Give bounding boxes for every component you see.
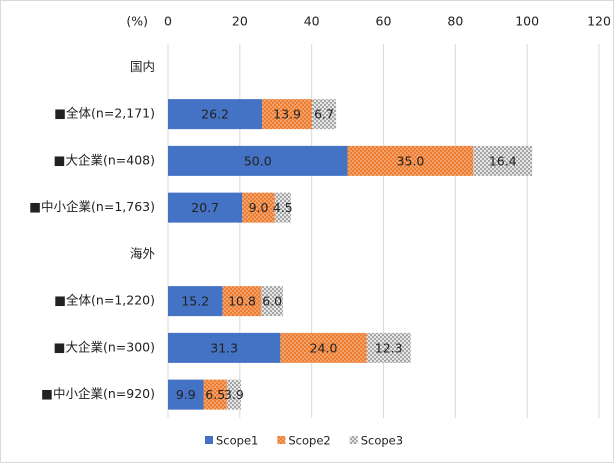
data-label: 6.0 [262,294,282,309]
legend-swatch [205,436,213,444]
bar-segment [168,192,243,223]
bar-segment [226,379,241,410]
x-tick-label: 100 [515,14,539,29]
data-label: 26.2 [201,107,229,122]
x-tick-label: 120 [587,14,611,29]
bar-segment [366,332,411,363]
legend-label: Scope1 [216,434,258,448]
data-label: 12.3 [375,340,403,355]
data-label: 13.9 [273,107,301,122]
axis-unit-label: (%) [126,14,148,29]
bar-segment [168,286,223,317]
bar-segment [242,192,275,223]
x-tick-label: 0 [164,14,172,29]
data-label: 6.5 [205,387,225,402]
legend-swatch [277,436,286,444]
x-tick-label: 80 [447,14,463,29]
x-tick-label: 60 [376,14,392,29]
bar-segment [347,145,474,176]
x-tick-label: 20 [232,14,248,29]
legend-label: Scope2 [288,434,330,448]
category-label: ■全体(n=2,171) [54,106,155,121]
data-label: 3.9 [224,387,244,402]
legend-label: Scope3 [361,434,403,448]
data-label: 15.2 [181,294,209,309]
bar-segment [261,286,283,317]
data-label: 31.3 [210,340,238,355]
legend-swatch [349,436,358,444]
category-label: ■大企業(n=300) [54,339,155,354]
category-label: ■中小企業(n=1,763) [29,199,155,214]
data-label: 20.7 [191,200,219,215]
data-label: 9.0 [249,200,269,215]
category-label: ■大企業(n=408) [54,152,155,167]
bar-segment [203,379,227,410]
category-label: 海外 [130,246,156,261]
bar-segment [168,379,204,410]
data-label: 24.0 [310,340,338,355]
bar-segment [274,192,291,223]
bar-segment [262,99,313,130]
category-label: ■中小企業(n=920) [41,386,155,401]
data-label: 16.4 [489,153,517,168]
data-label: 50.0 [244,153,272,168]
bar-segment [168,145,348,176]
data-label: 4.5 [273,200,293,215]
bar-segment [168,99,263,130]
data-label: 6.7 [314,107,334,122]
category-label: ■全体(n=1,220) [54,293,155,308]
data-label: 35.0 [397,153,425,168]
bar-segment [312,99,337,130]
bar-segment [168,332,281,363]
x-tick-label: 40 [304,14,320,29]
category-label: 国内 [130,59,155,74]
data-label: 10.8 [228,294,256,309]
bar-segment [222,286,262,317]
bar-segment [473,145,533,176]
bar-segment [280,332,367,363]
data-label: 9.9 [176,387,196,402]
